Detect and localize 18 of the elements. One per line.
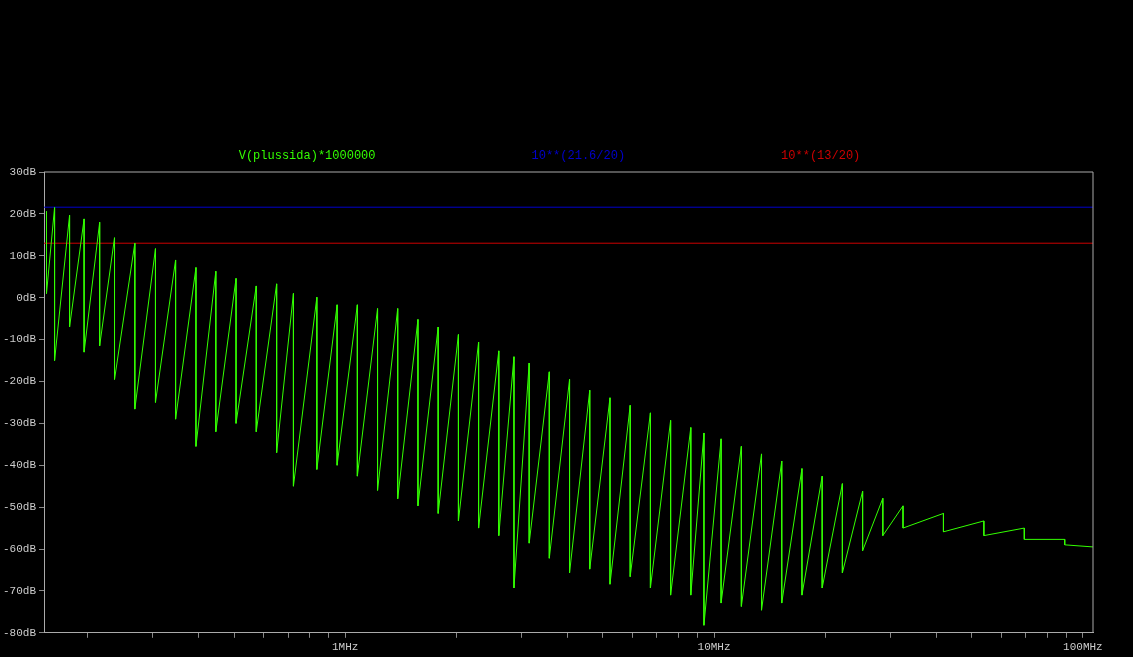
- x-tick-label: 10MHz: [697, 641, 731, 654]
- y-tick-label: 20dB: [9, 207, 37, 220]
- x-tick-label: 100MHz: [1063, 641, 1103, 654]
- x-tick-label: 1MHz: [331, 641, 359, 654]
- y-tick-label: -50dB: [2, 501, 37, 514]
- text: 10**(21.6/20): [531, 149, 626, 164]
- y-tick-label: -30dB: [2, 417, 37, 430]
- y-tick-label: 10dB: [9, 249, 37, 262]
- y-tick-label: 0dB: [16, 291, 37, 304]
- text: V(plussida)*1000000: [238, 149, 376, 164]
- y-tick-label: -20dB: [2, 375, 37, 388]
- y-tick-label: -70dB: [2, 584, 37, 597]
- y-tick-label: -10dB: [2, 333, 37, 346]
- y-tick-label: 30dB: [9, 165, 37, 178]
- y-tick-label: -80dB: [2, 626, 37, 639]
- y-tick-label: -40dB: [2, 459, 37, 472]
- text: 10**(13/20): [781, 149, 861, 164]
- y-tick-label: -60dB: [2, 542, 37, 555]
